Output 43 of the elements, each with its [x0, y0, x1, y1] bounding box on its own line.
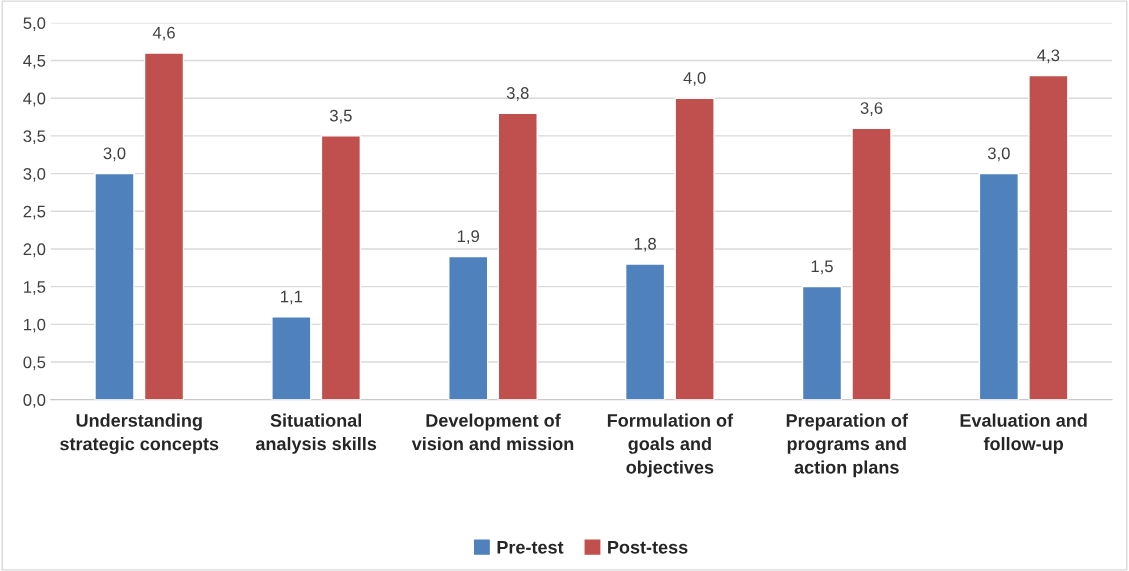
x-tick-label: Understanding strategic concepts — [60, 413, 219, 454]
bar — [143, 52, 185, 400]
y-tick-label: 4,0 — [23, 92, 46, 107]
y-tick-label: 3,5 — [23, 130, 46, 145]
bar — [1028, 74, 1069, 400]
data-label: 4,6 — [152, 26, 175, 41]
data-label: 1,1 — [281, 290, 303, 305]
y-tick-label: 1,5 — [24, 281, 46, 295]
x-tick-label: Formulation of goals and objectives — [607, 413, 734, 478]
data-label: 4,3 — [1037, 49, 1060, 64]
data-label: 1,5 — [811, 260, 833, 275]
bar — [801, 285, 843, 400]
bar — [674, 97, 715, 400]
y-tick-label: 3,0 — [23, 167, 46, 182]
data-label: 3,0 — [987, 147, 1010, 162]
legend-label: Pre-test — [497, 541, 564, 554]
bar — [497, 112, 538, 400]
y-tick-label: 4,5 — [23, 55, 46, 69]
data-label: 3,5 — [329, 109, 352, 124]
data-label: 1,9 — [457, 230, 480, 245]
bar — [978, 172, 1020, 400]
y-tick-label: 2,0 — [23, 243, 46, 258]
bar — [624, 263, 666, 400]
y-tick-label: 5,0 — [23, 17, 46, 32]
bar — [320, 135, 362, 400]
y-tick-label: 2,5 — [23, 205, 46, 220]
y-tick-label: 1,0 — [24, 318, 46, 333]
data-label: 3,8 — [506, 87, 529, 101]
bar — [271, 316, 312, 400]
bar — [94, 172, 135, 400]
data-label: 3,6 — [860, 102, 883, 116]
data-label: 4,0 — [683, 72, 706, 86]
x-tick-label: Preparation of programs and action plans — [786, 413, 908, 478]
x-tick-label: Evaluation and follow-up — [960, 413, 1087, 454]
bar — [448, 255, 489, 400]
bar — [851, 127, 892, 400]
legend-label: Post-tess — [608, 541, 688, 554]
y-tick-label: 0,5 — [23, 356, 46, 371]
x-tick-label: Situational analysis skills — [255, 413, 377, 454]
data-label: 3,0 — [103, 147, 126, 162]
y-tick-label: 0,0 — [23, 394, 46, 408]
data-label: 1,8 — [634, 237, 656, 252]
x-tick-label: Development of vision and mission — [411, 413, 574, 451]
